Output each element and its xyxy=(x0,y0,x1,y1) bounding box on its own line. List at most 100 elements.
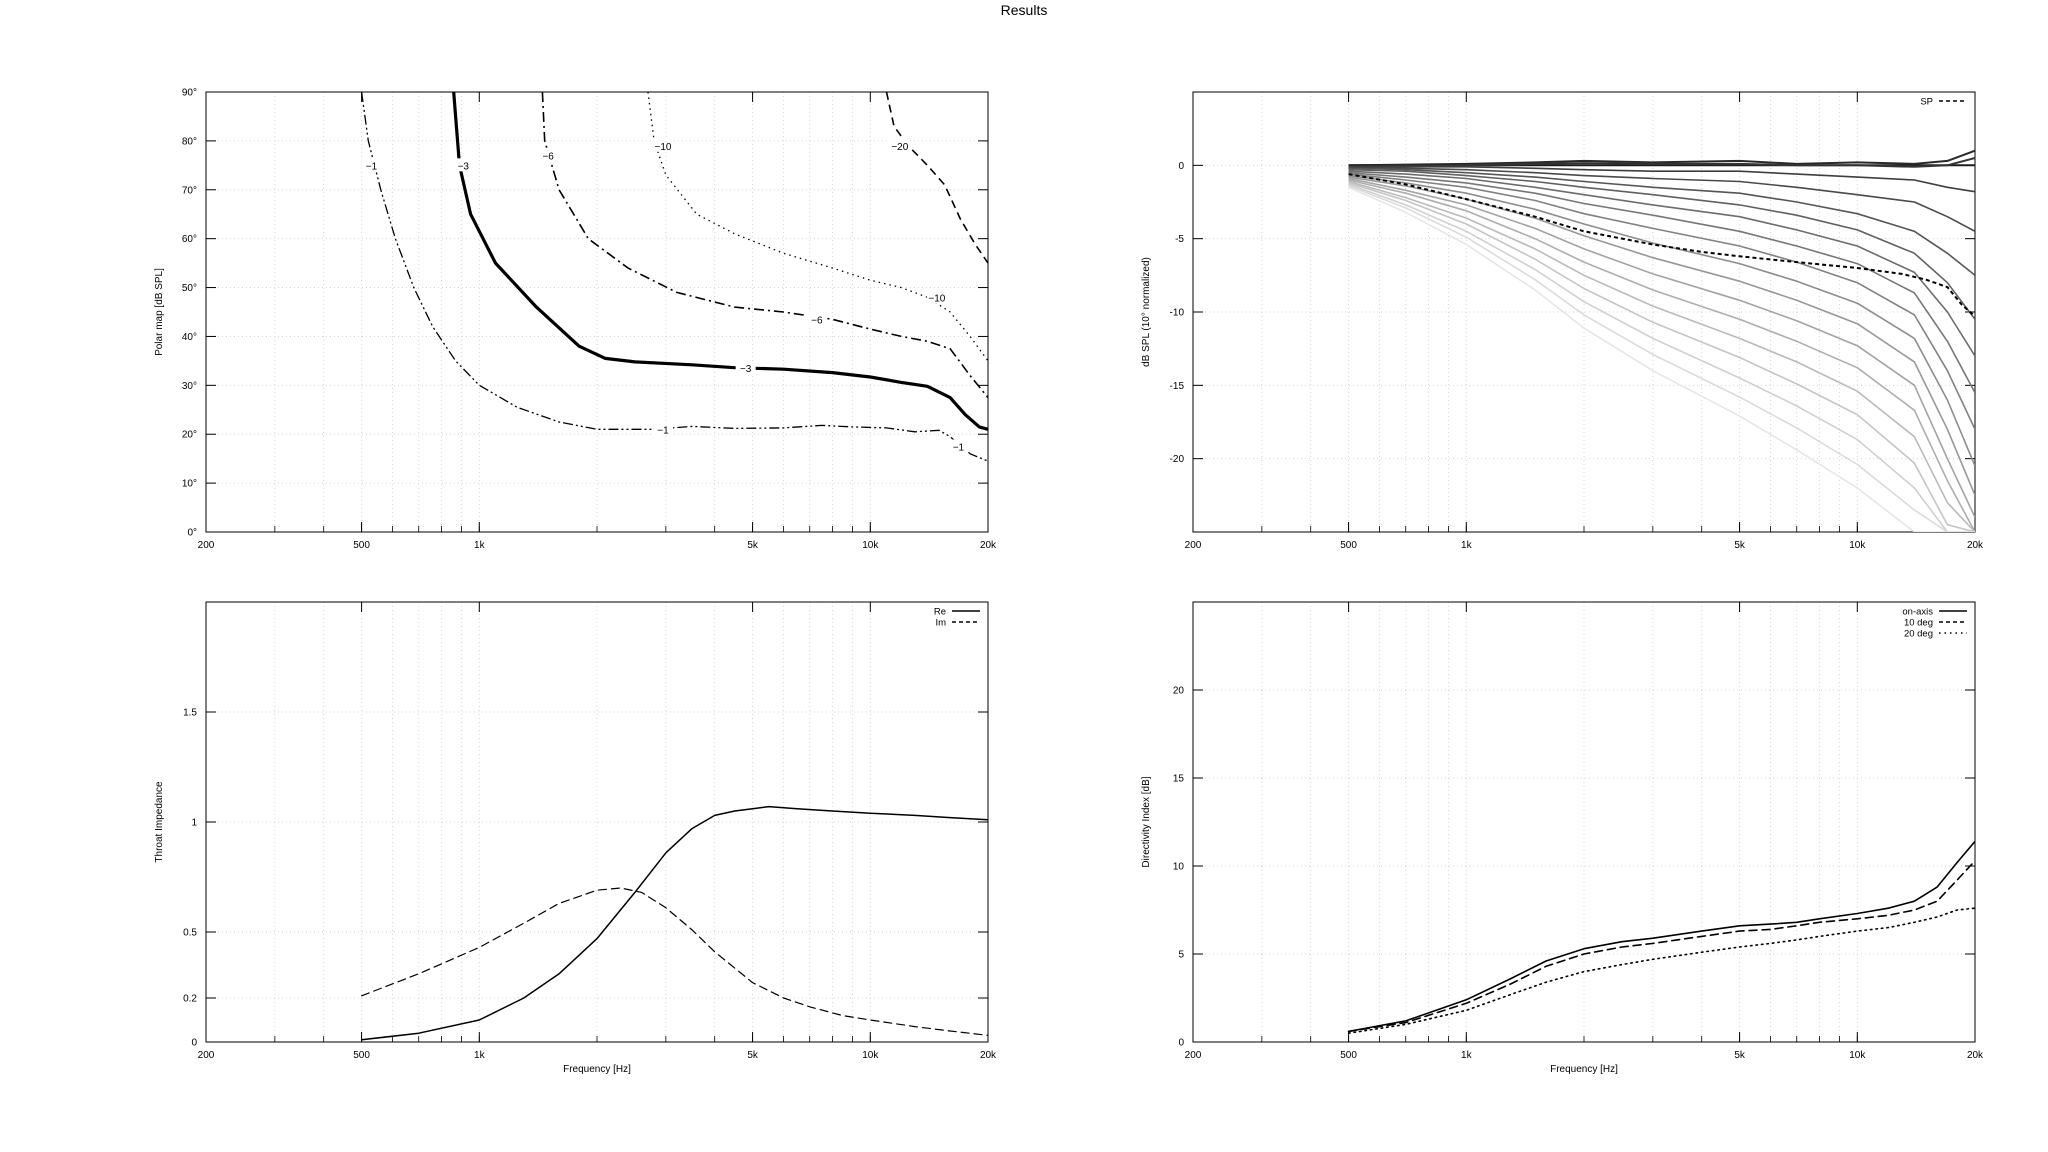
y-tick-label: 15 xyxy=(1173,774,1185,785)
x-tick-label: 1k xyxy=(1461,540,1473,551)
x-tick-label: 20k xyxy=(1967,540,1984,551)
y-tick-label: 0 xyxy=(1178,1038,1184,1049)
contour-label-bg xyxy=(652,422,673,436)
contour-label-bg xyxy=(735,361,756,375)
x-tick-label: 5k xyxy=(747,540,759,551)
plot-frame xyxy=(1192,601,1976,1043)
legend-label: Im xyxy=(935,618,946,629)
page-title: Results xyxy=(1000,2,1048,18)
contour-label: −1 xyxy=(657,425,669,436)
spl-normalized-panel: 200 500 1k 5k 10k 20k 0 -5 -10 -15 -20 dB SPL (10° … xyxy=(1141,91,1984,551)
legend-label: 20 deg xyxy=(1904,629,1933,640)
legend: SP xyxy=(1920,97,1967,108)
y-axis-label: dB SPL (10° normalized) xyxy=(1141,257,1152,367)
x-tick-label: 20k xyxy=(980,540,997,551)
y-tick-label: 30° xyxy=(182,381,197,392)
off-axis-curve xyxy=(1348,174,1975,467)
off-axis-curve xyxy=(1348,173,1975,430)
x-tick-label: 1k xyxy=(474,540,486,551)
y-tick-label: 20° xyxy=(182,430,197,441)
legend-label: on-axis xyxy=(1902,607,1933,618)
y-tick-label: -5 xyxy=(1175,234,1184,245)
off-axis-curve xyxy=(1348,176,1975,496)
x-tick-label: 20k xyxy=(980,1050,997,1061)
x-axis-label: Frequency [Hz] xyxy=(563,1064,631,1075)
off-axis-curve xyxy=(1348,186,1975,532)
y-tick-label: 1 xyxy=(191,818,197,829)
x-tick-label: 500 xyxy=(353,540,370,551)
legend-label: 10 deg xyxy=(1904,618,1933,629)
y-tick-label: 0.5 xyxy=(183,928,197,939)
series-10-deg xyxy=(1347,859,1975,1033)
off-axis-curve xyxy=(1348,179,1975,532)
contour-label: −3 xyxy=(740,364,752,375)
contour-label: −1 xyxy=(366,161,378,172)
polar-map-panel: 200 500 1k 5k 10k 20k 0° 10° 20° 30° 40° 50° 60° 70° 8… xyxy=(154,88,997,552)
x-tick-label: 10k xyxy=(1849,540,1866,551)
x-tick-label: 1k xyxy=(474,1050,486,1061)
contour-label-bg xyxy=(889,138,910,152)
y-tick-label: 50° xyxy=(182,283,197,294)
contour-line-minus-20 xyxy=(885,92,988,264)
off-axis-curve xyxy=(1348,167,1975,276)
grid xyxy=(1192,92,1976,532)
data-layer xyxy=(1348,149,1975,532)
x-tick-label: 200 xyxy=(1185,1050,1202,1061)
off-axis-curve xyxy=(1348,180,1975,532)
contour-label-bg xyxy=(538,148,559,162)
x-tick-label: 1k xyxy=(1461,1050,1473,1061)
x-tick-label: 5k xyxy=(1734,1050,1746,1061)
y-tick-label: 10 xyxy=(1173,862,1185,873)
y-axis-label: Polar map [dB SPL] xyxy=(154,268,165,356)
y-tick-label: 70° xyxy=(182,185,197,196)
x-tick-label: 500 xyxy=(1340,1050,1357,1061)
data-layer: −1 −1 −1 −3 −3 −6 −6 −10 −10 −20 xyxy=(360,92,988,462)
off-axis-curve xyxy=(1348,185,1975,532)
x-tick-label: 5k xyxy=(747,1050,759,1061)
series-on-axis xyxy=(1347,840,1975,1033)
contour-line-minus-3 xyxy=(452,92,988,431)
x-tick-label: 200 xyxy=(198,1050,215,1061)
y-tick-label: -20 xyxy=(1170,454,1185,465)
x-tick-label: 200 xyxy=(198,540,215,551)
data-layer xyxy=(1347,840,1975,1034)
x-tick-label: 10k xyxy=(1849,1050,1866,1061)
x-tick-label: 500 xyxy=(1340,540,1357,551)
x-tick-label: 20k xyxy=(1967,1050,1984,1061)
x-tick-label: 5k xyxy=(1734,540,1746,551)
x-tick-label: 200 xyxy=(1185,540,1202,551)
contour-line-minus-1 xyxy=(360,92,988,462)
y-tick-label: 1.5 xyxy=(183,708,197,719)
contour-label: −20 xyxy=(891,142,908,153)
contour-label-bg xyxy=(926,290,947,304)
x-tick-label: 10k xyxy=(862,1050,879,1061)
off-axis-curve xyxy=(1348,171,1975,394)
contour-label: −6 xyxy=(811,315,823,326)
series-20-deg xyxy=(1347,907,1975,1034)
sp-curve xyxy=(1348,173,1975,318)
plot-frame xyxy=(205,91,989,533)
off-axis-curve xyxy=(1348,167,1975,233)
legend-label: Re xyxy=(934,607,946,618)
off-axis-curve xyxy=(1348,166,1975,193)
contour-label: −6 xyxy=(542,152,554,163)
x-tick-label: 10k xyxy=(862,540,879,551)
grid xyxy=(1192,602,1976,1043)
y-tick-label: 0 xyxy=(1178,161,1184,172)
contour-label-bg xyxy=(361,158,382,172)
contour-label-bg xyxy=(806,312,827,326)
y-tick-label: 20 xyxy=(1173,686,1185,697)
y-tick-label: 0° xyxy=(187,528,197,539)
directivity-index-panel: 200 500 1k 5k 10k 20k 0 5 10 15 20 Directivity Inde… xyxy=(1141,601,1984,1075)
contour-label: −3 xyxy=(458,161,470,172)
off-axis-curve xyxy=(1348,149,1975,167)
off-axis-curve xyxy=(1348,157,1975,168)
contour-label-bg xyxy=(652,138,673,152)
grid xyxy=(205,602,989,1043)
y-axis-label: Directivity Index [dB] xyxy=(1141,776,1152,867)
contour-line-minus-6 xyxy=(541,92,988,399)
y-tick-label: 60° xyxy=(182,234,197,245)
